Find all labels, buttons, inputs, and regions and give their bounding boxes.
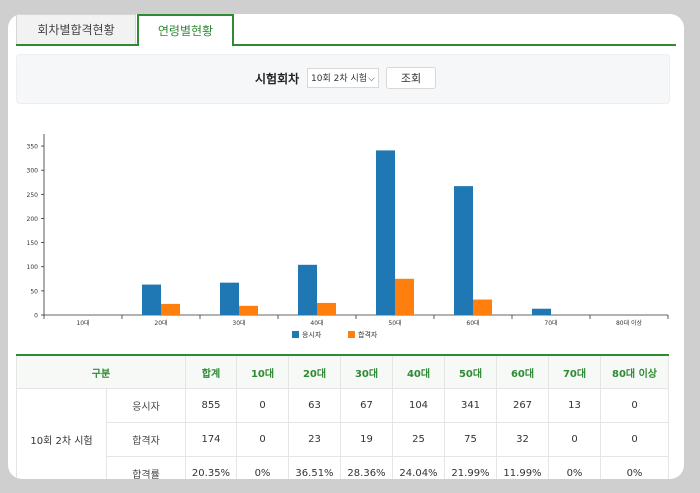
x-tick-label: 40대: [310, 319, 323, 327]
bar-passers: [395, 278, 414, 315]
row-label: 응시자: [106, 388, 186, 423]
row-label: 합격률: [106, 456, 186, 479]
y-tick-label: 50: [30, 288, 38, 295]
bar-applicants: [376, 150, 395, 315]
table-cell: 13: [548, 388, 601, 423]
table-cell: 0%: [236, 456, 289, 479]
table-cell: 36.51%: [288, 456, 341, 479]
table-cell: 0: [600, 388, 669, 423]
header-80s-plus: 80대 이상: [600, 354, 669, 389]
age-bar-chart: 0 50 100 150 200 250 300 350 10대 20대 30대 40대 50대 60대 7…: [27, 134, 669, 339]
tab-age-status[interactable]: 연령별현황: [137, 14, 234, 46]
exam-round-value: 10회 2차 시험: [311, 74, 368, 84]
header-total: 합계: [185, 354, 237, 389]
table-cell: 11.99%: [496, 456, 549, 479]
legend-swatch: [292, 331, 299, 338]
main-card: 회차별합격현황 연령별현황 시험회차 10회 2차 시험 ⌵ 조회 0 50 100…: [8, 14, 684, 479]
tab-underline: [16, 44, 676, 46]
table-cell: 174: [185, 422, 237, 457]
y-tick-label: 250: [27, 192, 39, 199]
y-tick-label: 150: [27, 240, 39, 247]
table-cell: 24.04%: [392, 456, 445, 479]
table-cell: 28.36%: [340, 456, 393, 479]
header-10s: 10대: [236, 354, 289, 389]
table-header-row: 구분 합계 10대 20대 30대 40대 50대 60대 70대 80대 이상: [16, 354, 669, 389]
table-row: 합격자 174 0 23 19 25 75 32 0 0: [17, 422, 669, 457]
table-cell: 341: [444, 388, 497, 423]
table-row: 합격률 20.35% 0% 36.51% 28.36% 24.04% 21.99…: [17, 456, 669, 479]
table-cell: 104: [392, 388, 445, 423]
bar-passers: [473, 299, 492, 315]
x-tick-label: 50대: [388, 319, 401, 327]
table-cell: 0: [548, 422, 601, 457]
x-tick-label: 60대: [466, 319, 479, 327]
bar-passers: [317, 302, 336, 315]
header-50s: 50대: [444, 354, 497, 389]
header-30s: 30대: [340, 354, 393, 389]
tab-round-pass-status[interactable]: 회차별합격현황: [16, 14, 136, 44]
chevron-down-icon: ⌵: [368, 74, 375, 84]
stats-table: 구분 합계 10대 20대 30대 40대 50대 60대 70대 80대 이상…: [16, 354, 669, 479]
table-row: 10회 2차 시험 응시자 855 0 63 67 104 341 267 13…: [16, 388, 669, 479]
table-cell: 20.35%: [185, 456, 237, 479]
y-tick-label: 100: [27, 264, 39, 271]
table-cell: 0: [236, 388, 289, 423]
header-60s: 60대: [496, 354, 549, 389]
row-label: 합격자: [106, 422, 186, 457]
bar-applicants: [298, 264, 317, 315]
header-category: 구분: [16, 354, 186, 389]
legend-label: 응시자: [302, 330, 322, 339]
y-tick-label: 300: [27, 168, 39, 175]
search-button[interactable]: 조회: [386, 67, 436, 89]
exam-name-cell: 10회 2차 시험: [16, 388, 107, 479]
header-70s: 70대: [548, 354, 601, 389]
table-cell: 23: [288, 422, 341, 457]
y-tick-label: 350: [27, 144, 39, 151]
table-cell: 0: [600, 422, 669, 457]
x-tick-label: 10대: [76, 319, 89, 327]
y-tick-label: 0: [34, 313, 38, 320]
x-tick-label: 70대: [544, 319, 557, 327]
table-cell: 21.99%: [444, 456, 497, 479]
table-cell: 32: [496, 422, 549, 457]
table-cell: 75: [444, 422, 497, 457]
table-cell: 267: [496, 388, 549, 423]
bar-passers: [239, 305, 258, 315]
table-cell: 0%: [548, 456, 601, 479]
search-panel: 시험회차 10회 2차 시험 ⌵ 조회: [16, 54, 670, 104]
bar-applicants: [532, 308, 551, 315]
x-tick-label: 20대: [154, 319, 167, 327]
exam-round-label: 시험회차: [255, 72, 300, 86]
exam-round-select[interactable]: 10회 2차 시험 ⌵: [307, 68, 379, 88]
bar-applicants: [220, 282, 239, 315]
legend-label: 합격자: [358, 330, 378, 339]
bar-applicants: [454, 186, 473, 315]
table-cell: 0: [236, 422, 289, 457]
tab-bar: 회차별합격현황 연령별현황: [16, 14, 676, 46]
legend-swatch: [348, 331, 355, 338]
table-cell: 0%: [600, 456, 669, 479]
table-cell: 63: [288, 388, 341, 423]
header-20s: 20대: [288, 354, 341, 389]
x-tick-label: 80대 이상: [616, 319, 643, 327]
bar-applicants: [142, 284, 161, 315]
table-cell: 855: [185, 388, 237, 423]
table-cell: 19: [340, 422, 393, 457]
table-cell: 67: [340, 388, 393, 423]
bar-passers: [161, 303, 180, 315]
y-tick-label: 200: [27, 216, 39, 223]
x-tick-label: 30대: [232, 319, 245, 327]
table-cell: 25: [392, 422, 445, 457]
header-40s: 40대: [392, 354, 445, 389]
